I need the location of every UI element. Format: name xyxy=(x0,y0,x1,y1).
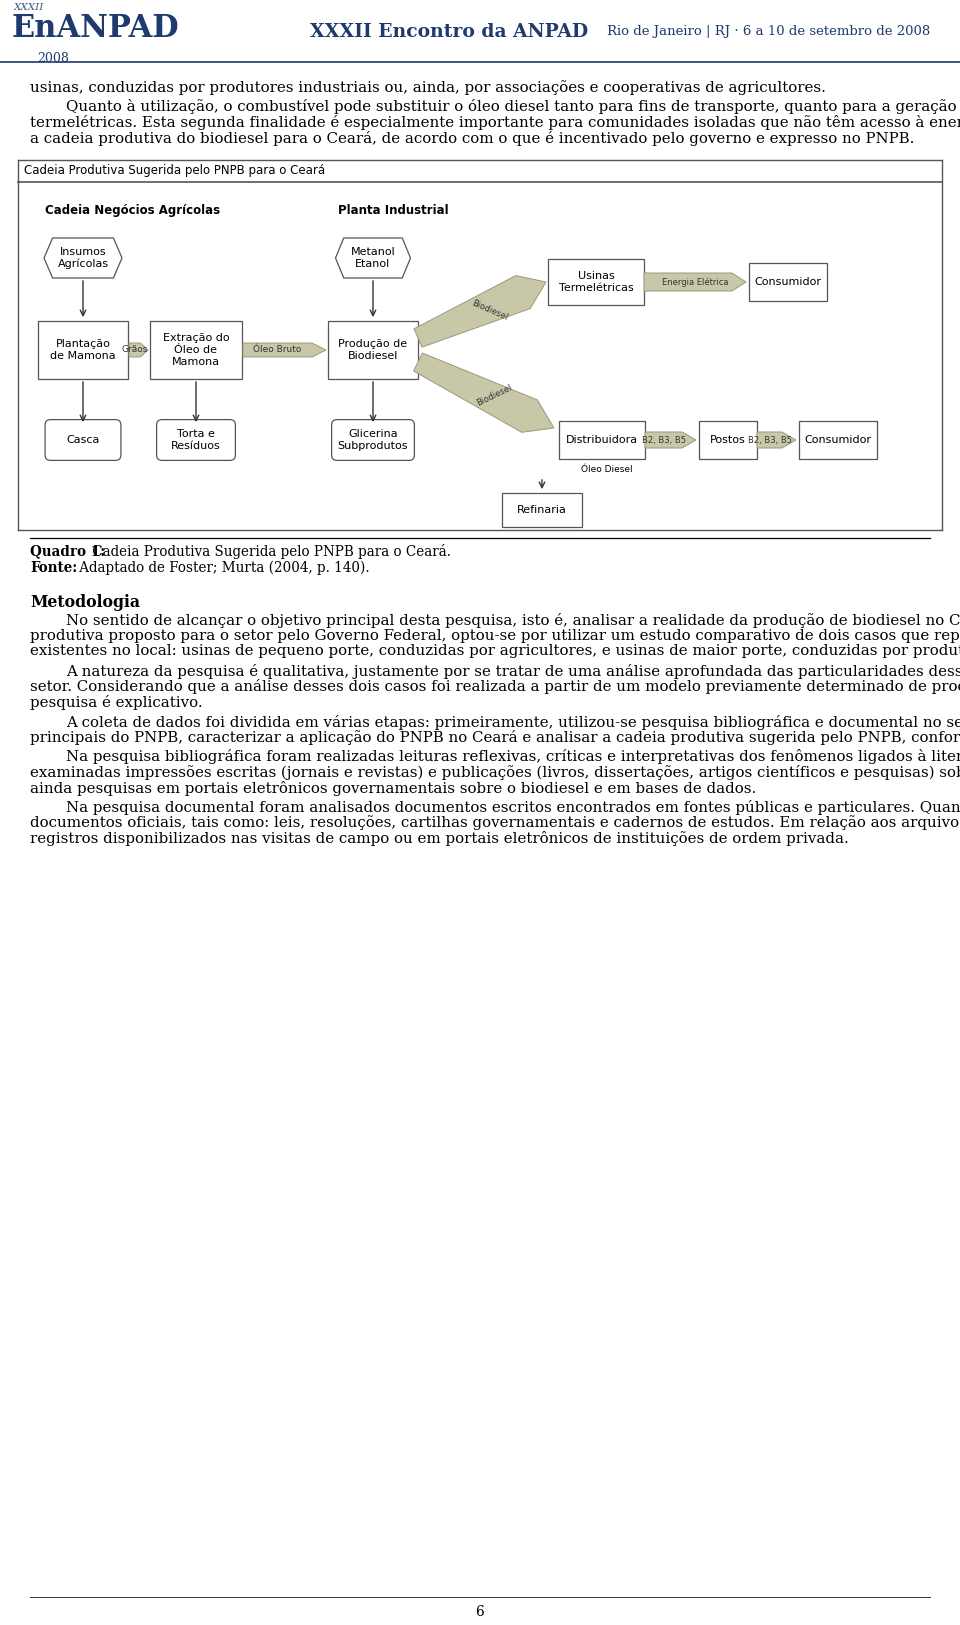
Text: Biodiesel: Biodiesel xyxy=(475,382,514,408)
Text: examinadas impressões escritas (jornais e revistas) e publicações (livros, disse: examinadas impressões escritas (jornais … xyxy=(30,765,960,780)
Text: Refinaria: Refinaria xyxy=(517,505,567,515)
Bar xyxy=(799,421,877,458)
Text: Biodiesel: Biodiesel xyxy=(470,297,510,322)
Text: XXXII: XXXII xyxy=(14,3,44,11)
Bar xyxy=(699,421,757,458)
Text: documentos oficiais, tais como: leis, resoluções, cartilhas governamentais e cad: documentos oficiais, tais como: leis, re… xyxy=(30,816,960,830)
Polygon shape xyxy=(129,343,148,358)
Text: produtiva proposto para o setor pelo Governo Federal, optou-se por utilizar um e: produtiva proposto para o setor pelo Gov… xyxy=(30,629,960,644)
Text: A coleta de dados foi dividida em várias etapas: primeiramente, utilizou-se pesq: A coleta de dados foi dividida em várias… xyxy=(66,715,960,730)
Text: B2, B3, B5: B2, B3, B5 xyxy=(748,436,791,445)
Text: Adaptado de Foster; Murta (2004, p. 140).: Adaptado de Foster; Murta (2004, p. 140)… xyxy=(75,561,370,575)
FancyBboxPatch shape xyxy=(156,419,235,460)
Text: XXXII Encontro da ANPAD: XXXII Encontro da ANPAD xyxy=(310,23,588,41)
Text: pesquisa é explicativo.: pesquisa é explicativo. xyxy=(30,696,203,710)
Bar xyxy=(502,492,582,526)
Polygon shape xyxy=(243,343,326,358)
Polygon shape xyxy=(44,237,122,278)
Bar xyxy=(150,322,242,379)
Text: Cadeia Produtiva Sugerida pelo PNPB para o Ceará: Cadeia Produtiva Sugerida pelo PNPB para… xyxy=(24,164,325,177)
Text: termelétricas. Esta segunda finalidade é especialmente importante para comunidad: termelétricas. Esta segunda finalidade é… xyxy=(30,115,960,130)
Polygon shape xyxy=(645,432,696,448)
Polygon shape xyxy=(414,353,554,432)
Text: Consumidor: Consumidor xyxy=(755,276,822,288)
Text: A natureza da pesquisa é qualitativa, justamente por se tratar de uma análise ap: A natureza da pesquisa é qualitativa, ju… xyxy=(66,665,960,679)
Text: Óleo Bruto: Óleo Bruto xyxy=(253,346,301,354)
Text: Planta Industrial: Planta Industrial xyxy=(338,205,448,218)
Bar xyxy=(548,258,644,306)
Text: Cadeia Produtiva Sugerida pelo PNPB para o Ceará.: Cadeia Produtiva Sugerida pelo PNPB para… xyxy=(88,544,451,559)
Text: Cadeia Negócios Agrícolas: Cadeia Negócios Agrícolas xyxy=(45,205,221,218)
Text: Torta e
Resíduos: Torta e Resíduos xyxy=(171,429,221,450)
Bar xyxy=(749,263,827,301)
Text: B2, B3, B5: B2, B3, B5 xyxy=(641,436,685,445)
Text: Rio de Janeiro | RJ · 6 a 10 de setembro de 2008: Rio de Janeiro | RJ · 6 a 10 de setembro… xyxy=(607,26,930,39)
Text: Usinas
Termelétricas: Usinas Termelétricas xyxy=(559,271,634,292)
Text: Na pesquisa documental foram analisados documentos escritos encontrados em fonte: Na pesquisa documental foram analisados … xyxy=(66,800,960,816)
Text: existentes no local: usinas de pequeno porte, conduzidas por agricultores, e usi: existentes no local: usinas de pequeno p… xyxy=(30,645,960,658)
Text: Consumidor: Consumidor xyxy=(804,436,872,445)
Text: Metodologia: Metodologia xyxy=(30,595,140,611)
Polygon shape xyxy=(414,276,546,348)
Text: Na pesquisa bibliográfica foram realizadas leituras reflexivas, críticas e inter: Na pesquisa bibliográfica foram realizad… xyxy=(66,749,960,764)
Text: Postos: Postos xyxy=(710,436,746,445)
Text: Plantação
de Mamona: Plantação de Mamona xyxy=(50,340,116,361)
Text: Casca: Casca xyxy=(66,436,100,445)
Text: Energia Elétrica: Energia Elétrica xyxy=(661,278,729,286)
Text: 2008: 2008 xyxy=(37,52,69,65)
Text: a cadeia produtiva do biodiesel para o Ceará, de acordo com o que é incentivado : a cadeia produtiva do biodiesel para o C… xyxy=(30,130,914,146)
Text: ainda pesquisas em portais eletrônicos governamentais sobre o biodiesel e em bas: ainda pesquisas em portais eletrônicos g… xyxy=(30,780,756,796)
Polygon shape xyxy=(335,237,411,278)
Polygon shape xyxy=(644,273,746,291)
Text: Glicerina
Subprodutos: Glicerina Subprodutos xyxy=(338,429,408,450)
Text: 6: 6 xyxy=(475,1606,485,1618)
Bar xyxy=(328,322,418,379)
Text: Quadro 1:: Quadro 1: xyxy=(30,544,106,557)
Bar xyxy=(38,322,128,379)
Text: setor. Considerando que a análise desses dois casos foi realizada a partir de um: setor. Considerando que a análise desses… xyxy=(30,679,960,694)
Text: Metanol
Etanol: Metanol Etanol xyxy=(350,247,396,268)
Text: Distribuidora: Distribuidora xyxy=(566,436,638,445)
Text: usinas, conduzidas por produtores industriais ou, ainda, por associações e coope: usinas, conduzidas por produtores indust… xyxy=(30,80,826,94)
Text: registros disponibilizados nas visitas de campo ou em portais eletrônicos de ins: registros disponibilizados nas visitas d… xyxy=(30,830,849,847)
Text: Insumos
Agrícolas: Insumos Agrícolas xyxy=(58,247,108,270)
Polygon shape xyxy=(757,432,796,448)
Text: Óleo Diesel: Óleo Diesel xyxy=(581,465,633,474)
Text: principais do PNPB, caracterizar a aplicação do PNPB no Ceará e analisar a cadei: principais do PNPB, caracterizar a aplic… xyxy=(30,730,960,744)
FancyBboxPatch shape xyxy=(45,419,121,460)
Text: Extração do
Óleo de
Mamona: Extração do Óleo de Mamona xyxy=(162,333,229,367)
Text: No sentido de alcançar o objetivo principal desta pesquisa, isto é, analisar a r: No sentido de alcançar o objetivo princi… xyxy=(66,614,960,629)
Text: Produção de
Biodiesel: Produção de Biodiesel xyxy=(339,340,408,361)
Bar xyxy=(559,421,645,458)
Text: EnANPAD: EnANPAD xyxy=(12,13,180,44)
Text: Quanto à utilização, o combustível pode substituir o óleo diesel tanto para fins: Quanto à utilização, o combustível pode … xyxy=(66,99,960,114)
Text: Grãos: Grãos xyxy=(122,346,148,354)
FancyBboxPatch shape xyxy=(331,419,415,460)
Text: Fonte:: Fonte: xyxy=(30,561,77,575)
